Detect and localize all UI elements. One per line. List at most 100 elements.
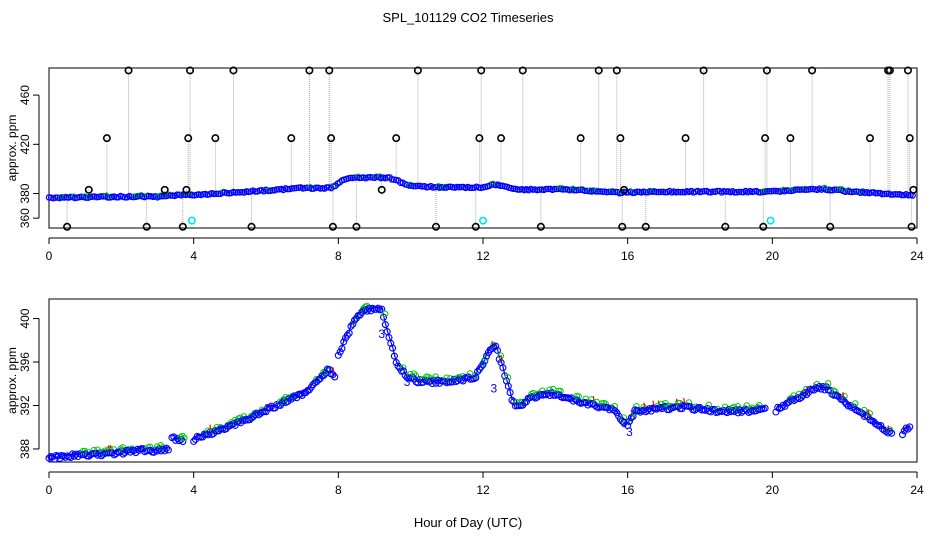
co2-point [877, 421, 885, 430]
co2-point [347, 174, 354, 182]
co2-point [522, 398, 530, 406]
fit-point [504, 374, 512, 381]
co2-point [497, 182, 504, 190]
co2-point [625, 417, 634, 425]
y-tick-label: 360 [18, 208, 32, 228]
co2-point [506, 388, 514, 397]
co2-point [772, 408, 780, 416]
outlier-point [762, 66, 771, 75]
co2-point [492, 342, 500, 350]
fit-point [166, 191, 173, 198]
co2-point [158, 192, 166, 200]
fit-point [620, 414, 628, 421]
co2-point [428, 380, 436, 388]
outlier-point [328, 222, 337, 231]
y-tick-label: 388 [18, 439, 32, 459]
fit-point [355, 173, 362, 180]
outlier-point [178, 222, 187, 231]
co2-point [97, 193, 105, 200]
co2-point [389, 344, 397, 352]
outlier-point [909, 185, 918, 194]
co2-point [529, 186, 537, 193]
co2-point [542, 185, 550, 193]
co2-point [312, 184, 320, 192]
co2-point [410, 182, 417, 190]
co2-point [536, 186, 543, 193]
co2-point [609, 188, 617, 196]
co2-point [170, 433, 178, 441]
flag-mark [332, 366, 335, 374]
co2-point [455, 183, 463, 191]
co2-point [841, 398, 849, 406]
x-tick-label: 8 [335, 483, 342, 497]
co2-point [210, 190, 218, 198]
outlier-point [325, 66, 334, 75]
x-tick-label: 4 [190, 249, 197, 263]
co2-point [112, 450, 120, 458]
outlier-point [229, 66, 238, 75]
outlier-point [594, 66, 603, 75]
co2-point [709, 188, 717, 195]
outlier-point [182, 185, 191, 194]
co2-point [454, 377, 462, 385]
co2-point [351, 174, 359, 181]
co2-point [499, 364, 507, 372]
outlier-point [305, 66, 314, 75]
co2-point [143, 192, 150, 200]
co2-point [887, 191, 895, 198]
y-axis-label: approx. ppm [5, 347, 19, 414]
co2-point [67, 453, 75, 462]
co2-point [162, 444, 171, 452]
co2-point [888, 429, 896, 437]
co2-point [898, 431, 907, 439]
fit-point [181, 434, 188, 442]
co2-point [735, 188, 743, 196]
co2-point [374, 304, 382, 312]
co2-point [266, 404, 274, 412]
outlier-point [865, 134, 874, 143]
fit-point [650, 187, 657, 194]
outlier-point [431, 222, 440, 231]
co2-point [892, 190, 899, 198]
co2-point [379, 313, 388, 321]
fit-point [399, 364, 407, 371]
co2-point [872, 189, 880, 197]
co2-point [100, 193, 107, 200]
co2-point [440, 184, 448, 191]
fit-point [602, 400, 609, 408]
outlier-point [184, 134, 193, 143]
co2-point [544, 185, 552, 193]
co2-point [165, 192, 172, 199]
co2-point [303, 184, 311, 191]
co2-point [343, 331, 351, 339]
co2-point [323, 184, 331, 191]
co2-point [356, 174, 363, 182]
flag-mark [500, 355, 503, 362]
co2-point [351, 316, 359, 324]
co2-point [320, 371, 328, 379]
co2-point [510, 398, 518, 406]
point-label: 3 [621, 416, 628, 430]
co2-point [264, 187, 272, 195]
outlier-point [84, 185, 93, 194]
co2-point [340, 338, 348, 346]
fit-point [446, 375, 454, 382]
co2-point [179, 437, 187, 446]
co2-point [792, 186, 799, 193]
outlier-point [681, 134, 690, 143]
point-label: 3 [626, 425, 633, 439]
co2-point [150, 448, 158, 456]
outlier-point [413, 66, 422, 75]
co2-point [504, 382, 512, 390]
fit-point [824, 380, 832, 387]
outlier-point [475, 134, 484, 143]
co2-point [175, 437, 183, 445]
co2-point [338, 344, 346, 353]
fit-point [144, 192, 151, 199]
x-tick-label: 24 [910, 249, 924, 263]
co2-point [445, 183, 452, 191]
co2-point [881, 190, 888, 198]
x-tick-label: 20 [766, 249, 780, 263]
co2-point [414, 182, 422, 190]
co2-point [314, 376, 322, 384]
